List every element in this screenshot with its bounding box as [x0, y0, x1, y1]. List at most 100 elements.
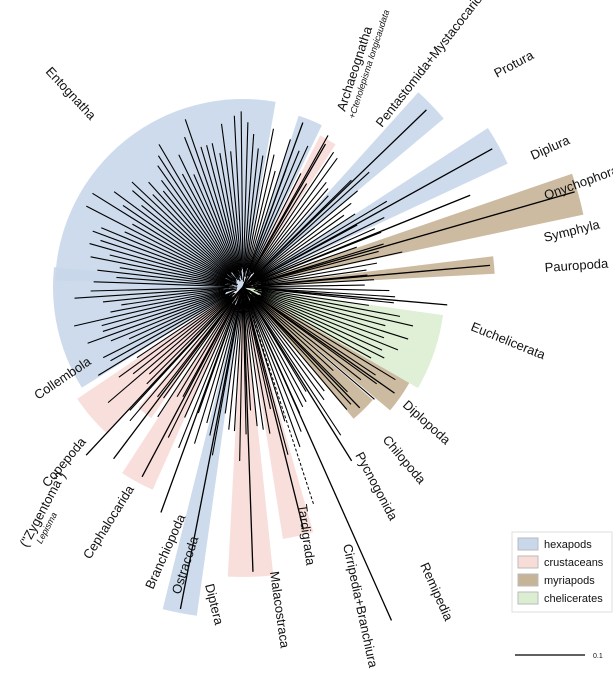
clade-label: Diplura — [528, 132, 572, 163]
branch — [97, 269, 231, 287]
branch — [249, 297, 342, 436]
branch — [242, 286, 353, 462]
clade-label: Cirripedia+Branchiura — [340, 543, 381, 670]
branch — [184, 304, 236, 418]
branch — [107, 295, 233, 404]
clade-wedge — [243, 256, 495, 287]
branch — [255, 288, 401, 317]
branch — [253, 289, 409, 340]
branch — [242, 109, 427, 288]
branch — [219, 153, 243, 279]
branch — [100, 239, 236, 285]
branch — [249, 301, 304, 408]
branch — [260, 293, 399, 351]
branch — [152, 194, 232, 276]
branch — [148, 181, 237, 280]
branch — [244, 155, 264, 277]
branch — [181, 173, 240, 280]
branch — [246, 188, 329, 284]
legend-swatch — [517, 591, 539, 605]
branch — [128, 289, 237, 340]
clade-name: Entognatha — [43, 64, 100, 123]
branch — [158, 144, 236, 275]
branch — [253, 286, 390, 292]
branch — [257, 289, 414, 327]
branch — [132, 190, 237, 282]
branch — [239, 293, 244, 461]
branch — [251, 214, 345, 282]
branch — [129, 297, 235, 422]
branch — [141, 204, 228, 276]
branch — [157, 155, 238, 279]
branch — [257, 251, 403, 285]
branch — [242, 148, 493, 288]
branch — [74, 288, 234, 327]
legend-label: myriapods — [544, 575, 595, 587]
branch — [253, 181, 327, 274]
branch — [260, 294, 383, 351]
branch — [251, 293, 362, 381]
clade-wedge — [243, 173, 584, 287]
branch — [247, 292, 348, 410]
branch — [162, 190, 232, 273]
clade-label: Remipedia — [417, 560, 456, 624]
branch — [184, 136, 239, 274]
scale-bar-label: 0.1 — [593, 653, 603, 660]
clade-name: Diplura — [528, 132, 572, 163]
branch — [90, 256, 233, 286]
clade-name: Pycnogonida — [352, 449, 401, 523]
branch — [242, 191, 575, 288]
branch — [245, 294, 301, 448]
branch — [178, 154, 241, 282]
branch — [160, 286, 244, 513]
branch-dashed — [242, 286, 315, 506]
branch — [242, 143, 327, 288]
branch — [246, 154, 275, 269]
branch — [248, 216, 385, 285]
clade-name: Remipedia — [417, 560, 456, 624]
branch — [86, 205, 226, 279]
branch — [206, 295, 242, 424]
branch — [246, 139, 291, 277]
clade-name: Chilopoda — [380, 432, 430, 487]
branch — [250, 213, 356, 283]
branch — [240, 111, 244, 270]
branch — [74, 287, 229, 299]
clade-label: Pauropoda — [544, 256, 609, 275]
branch — [251, 151, 335, 275]
branch — [109, 254, 227, 284]
branch — [92, 230, 237, 285]
branch — [260, 269, 367, 286]
branch — [251, 292, 376, 376]
branch — [242, 286, 393, 621]
branch — [176, 300, 236, 398]
branch — [211, 143, 242, 276]
branch — [242, 264, 491, 288]
legend-label: hexapods — [544, 539, 592, 551]
clade-name: Cirripedia+Branchiura — [340, 543, 381, 670]
clade-label: Chilopoda — [380, 432, 430, 487]
branch — [209, 295, 242, 436]
branch — [261, 291, 386, 327]
clade-label: Diptera — [202, 582, 227, 627]
clade-label: Entognatha — [43, 64, 100, 123]
branch — [248, 289, 372, 359]
branch — [248, 228, 376, 285]
clade-label: Cephalocarida — [80, 482, 138, 562]
branch — [261, 287, 396, 298]
branch — [248, 200, 388, 284]
branch — [256, 296, 378, 385]
branch — [233, 295, 244, 432]
branch — [193, 298, 240, 444]
legend-label: crustaceans — [544, 557, 604, 569]
branch — [243, 303, 252, 411]
clade-name: Euchelicerata — [469, 319, 548, 363]
branch — [146, 296, 234, 385]
clade-name: Pauropoda — [544, 256, 609, 275]
branch — [93, 281, 230, 288]
branch — [122, 204, 233, 281]
branch — [160, 179, 233, 273]
branch — [245, 291, 325, 401]
branch — [247, 145, 309, 277]
